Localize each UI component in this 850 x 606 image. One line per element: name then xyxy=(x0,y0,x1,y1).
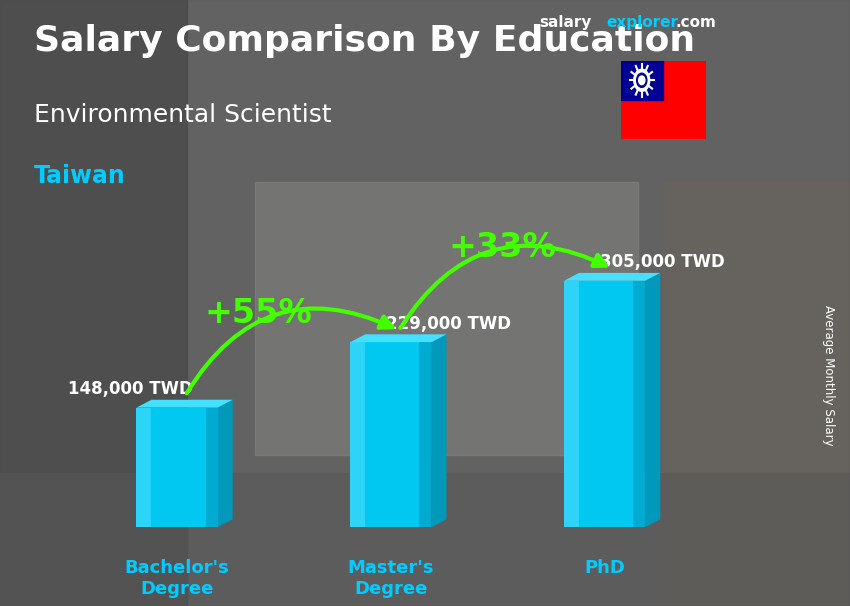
Polygon shape xyxy=(350,335,446,342)
Polygon shape xyxy=(137,408,151,527)
Text: explorer: explorer xyxy=(606,15,678,30)
Bar xyxy=(0,0,187,606)
Text: .com: .com xyxy=(676,15,717,30)
Text: Salary Comparison By Education: Salary Comparison By Education xyxy=(34,24,695,58)
Text: Average Monthly Salary: Average Monthly Salary xyxy=(822,305,836,446)
Polygon shape xyxy=(564,281,645,527)
Text: 148,000 TWD: 148,000 TWD xyxy=(68,380,192,398)
Text: +33%: +33% xyxy=(448,231,556,264)
Bar xyxy=(255,182,638,454)
Text: 229,000 TWD: 229,000 TWD xyxy=(386,315,511,333)
Bar xyxy=(0,473,850,606)
Text: PhD: PhD xyxy=(584,559,625,577)
Polygon shape xyxy=(218,400,233,527)
Bar xyxy=(663,182,850,606)
Polygon shape xyxy=(206,408,218,527)
Text: Taiwan: Taiwan xyxy=(34,164,126,188)
Polygon shape xyxy=(350,342,432,527)
Polygon shape xyxy=(350,342,365,527)
Polygon shape xyxy=(419,342,432,527)
Polygon shape xyxy=(564,281,579,527)
Polygon shape xyxy=(137,400,233,408)
Text: Environmental Scientist: Environmental Scientist xyxy=(34,103,332,127)
Circle shape xyxy=(634,69,649,92)
Circle shape xyxy=(638,76,645,85)
Text: Bachelor's
Degree: Bachelor's Degree xyxy=(125,559,230,598)
Polygon shape xyxy=(633,281,645,527)
Text: salary: salary xyxy=(540,15,592,30)
Text: +55%: +55% xyxy=(205,296,312,330)
Text: 305,000 TWD: 305,000 TWD xyxy=(600,253,725,271)
Circle shape xyxy=(637,73,647,87)
Polygon shape xyxy=(645,273,660,527)
Polygon shape xyxy=(432,335,446,527)
Bar xyxy=(620,61,663,100)
Polygon shape xyxy=(137,408,218,527)
Text: Master's
Degree: Master's Degree xyxy=(348,559,434,598)
Polygon shape xyxy=(564,273,660,281)
